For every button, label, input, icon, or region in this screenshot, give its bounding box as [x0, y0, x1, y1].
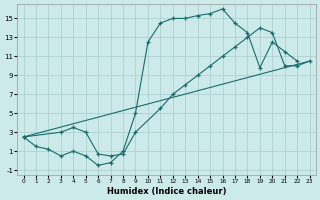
X-axis label: Humidex (Indice chaleur): Humidex (Indice chaleur): [107, 187, 226, 196]
